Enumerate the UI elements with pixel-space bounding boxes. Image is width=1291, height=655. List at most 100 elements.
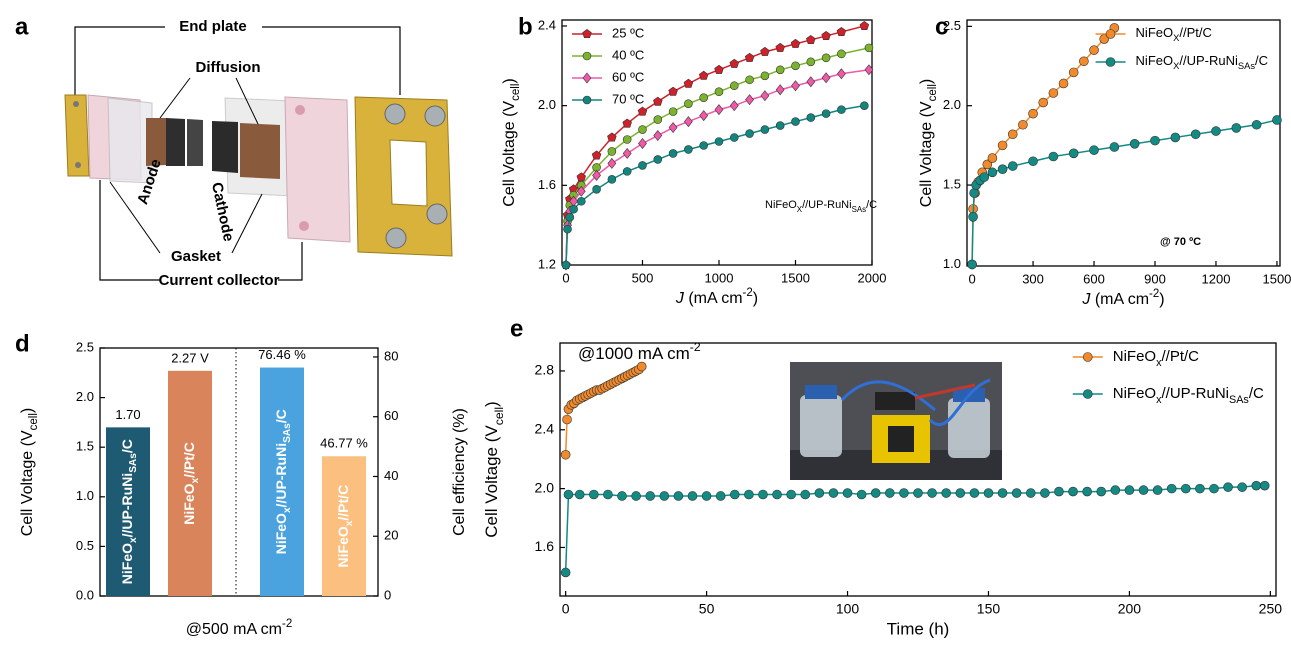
- plot-frame: [966, 19, 1281, 267]
- text-run: (mA cm: [1090, 291, 1149, 308]
- marker: [638, 138, 647, 149]
- text-run: X: [1173, 33, 1180, 43]
- series-line: [971, 119, 1278, 265]
- marker: [1109, 142, 1120, 152]
- tick-label: 2.0: [76, 389, 94, 404]
- text-run: NiFeO: [1113, 385, 1156, 402]
- y2-axis-label: Cell efficiency (%): [451, 408, 468, 536]
- marker: [760, 71, 770, 81]
- marker: [729, 133, 739, 142]
- marker: [684, 145, 693, 154]
- marker: [1028, 156, 1038, 167]
- legend-label: 25 ºC: [612, 25, 644, 40]
- marker: [562, 414, 572, 425]
- marker: [941, 488, 951, 498]
- text-run: Cell Voltage (V: [501, 101, 518, 207]
- text-run: Cell Voltage (V: [918, 101, 935, 207]
- gasket-plate: [107, 97, 153, 184]
- marker: [729, 81, 739, 91]
- x-axis-label: J (mA cm-2): [675, 287, 758, 307]
- bar: [260, 367, 304, 596]
- text-run: ): [753, 290, 758, 307]
- text-run: NiFeO: [765, 199, 797, 211]
- tick-label: 40: [384, 468, 398, 483]
- text-run: J: [675, 290, 685, 307]
- marker: [569, 204, 578, 214]
- marker: [561, 260, 571, 270]
- marker: [607, 147, 617, 156]
- port: [299, 221, 309, 231]
- value-label: 46.77 %: [320, 436, 368, 451]
- marker: [806, 76, 816, 88]
- marker: [607, 175, 617, 184]
- text-run: x: [190, 477, 201, 483]
- marker: [828, 488, 839, 498]
- marker: [967, 259, 977, 270]
- marker: [645, 491, 656, 501]
- text-run: //UP-RuNi: [1162, 385, 1230, 402]
- marker: [758, 489, 768, 500]
- marker: [622, 118, 632, 128]
- marker: [1082, 486, 1092, 497]
- text-run: SAs: [282, 423, 293, 443]
- marker: [800, 489, 811, 500]
- tick-label: 50: [699, 601, 715, 617]
- text-run: x: [128, 537, 139, 543]
- marker: [791, 117, 800, 126]
- tick-label: 2.4: [535, 420, 555, 436]
- marker: [714, 104, 724, 116]
- marker: [714, 87, 724, 97]
- marker: [638, 161, 647, 170]
- marker: [1082, 352, 1093, 362]
- bolt: [384, 103, 406, 125]
- legend-label: NiFeOX//UP-RuNiSAs/C: [1136, 53, 1268, 71]
- marker: [860, 101, 869, 110]
- text-run: //Pt/C: [1162, 348, 1200, 365]
- marker: [1105, 29, 1116, 39]
- marker: [582, 29, 592, 39]
- marker: [1138, 485, 1149, 495]
- tick-label: 500: [632, 270, 654, 285]
- marker: [745, 129, 754, 138]
- marker: [859, 21, 870, 30]
- label: Current collector: [159, 272, 280, 289]
- marker: [899, 488, 909, 498]
- label: Diffusion: [196, 59, 261, 76]
- tick-label: 1.5: [943, 176, 961, 191]
- marker: [1018, 119, 1028, 130]
- marker: [1068, 486, 1078, 497]
- marker: [687, 491, 698, 501]
- marker: [603, 489, 613, 500]
- marker: [1096, 486, 1107, 497]
- bracket: [262, 26, 401, 95]
- text-run: Cell Voltage (V: [19, 430, 36, 536]
- text-run: -2: [282, 618, 292, 630]
- annotation: NiFeOX//UP-RuNiSAs/C: [765, 199, 877, 214]
- bolt: [424, 105, 446, 127]
- marker: [856, 489, 867, 500]
- marker: [745, 75, 754, 85]
- marker: [1190, 129, 1201, 140]
- pointer: [109, 181, 161, 254]
- tick-label: 0.0: [76, 587, 94, 602]
- bar-label: NiFeOx//UP-RuNiSAs/C: [273, 409, 293, 554]
- bracket: [278, 242, 303, 281]
- marker: [1068, 67, 1079, 78]
- text-run: SAs: [1238, 61, 1255, 71]
- y-axis-label: Cell Voltage (Vcell): [482, 401, 506, 537]
- bar-label: NiFeOx//Pt/C: [335, 485, 355, 568]
- panel-label: d: [15, 330, 30, 357]
- x-axis-label: Time (h): [887, 619, 950, 638]
- tick-label: 1500: [781, 270, 810, 285]
- tick-label: 2.8: [535, 362, 555, 378]
- marker: [1089, 145, 1099, 155]
- marker: [814, 488, 825, 498]
- text-run: //UP-RuNi: [802, 199, 852, 211]
- text-run: cell: [492, 407, 506, 425]
- tick-label: 900: [1144, 271, 1166, 286]
- marker: [699, 93, 708, 102]
- marker: [1079, 56, 1089, 67]
- tick-label: 1500: [1262, 271, 1291, 286]
